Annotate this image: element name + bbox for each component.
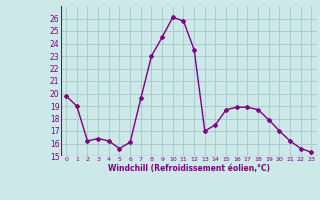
X-axis label: Windchill (Refroidissement éolien,°C): Windchill (Refroidissement éolien,°C) [108, 164, 270, 173]
